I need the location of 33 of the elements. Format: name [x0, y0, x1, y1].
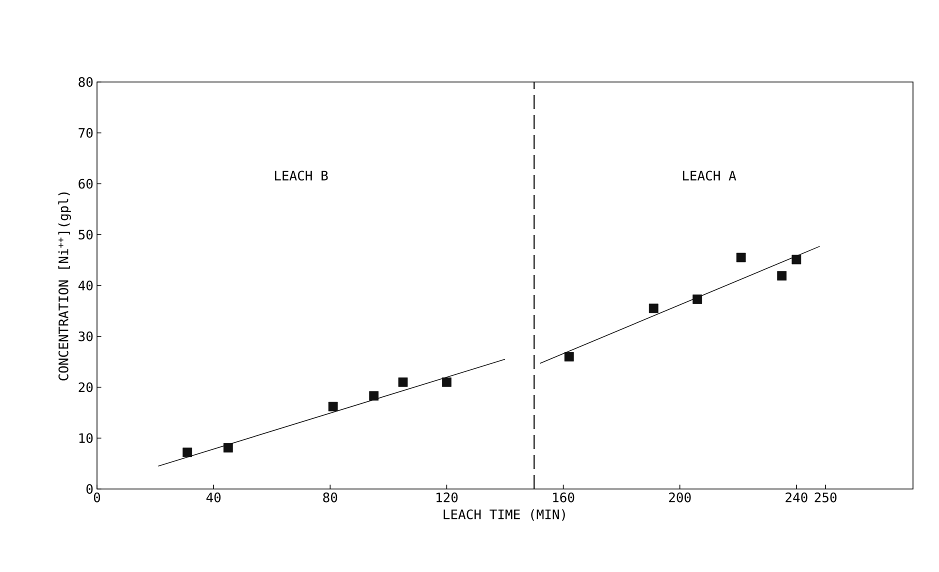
x-tick-label: 40 [206, 492, 221, 502]
point [369, 391, 379, 401]
x-tick-label: 80 [323, 492, 338, 502]
point [648, 304, 658, 314]
point [792, 254, 802, 264]
point [442, 377, 452, 387]
point [398, 377, 408, 387]
y-tick-label: 30 [78, 331, 93, 342]
y-tick-label: 60 [78, 178, 93, 189]
y-axis-title: CONCENTRATION [Ni$^{++}$](gpl) [58, 192, 71, 380]
y-tick-label: 70 [78, 128, 93, 138]
point [223, 443, 233, 452]
x-tick-label: 200 [669, 492, 691, 502]
y-tick-label: 10 [79, 433, 93, 444]
x-tick-label: 160 [553, 492, 574, 502]
x-axis-title: LEACH TIME (MIN) [444, 509, 565, 521]
point [736, 252, 746, 262]
annotation: LEACH A [682, 170, 736, 181]
y-tick-label: 0 [86, 484, 93, 494]
y-tick-label: 40 [78, 280, 93, 290]
annotation: LEACH B [274, 170, 328, 181]
y-tick-label: 20 [78, 382, 93, 392]
x-tick-label: 120 [436, 492, 458, 502]
point [182, 448, 192, 458]
point [328, 402, 338, 412]
y-tick-label: 80 [78, 77, 93, 87]
point [777, 271, 787, 281]
x-tick-label: 250 [814, 492, 836, 502]
x-tick-label: 0 [94, 492, 100, 502]
x-tick-label: 240 [786, 492, 808, 502]
point [564, 352, 574, 362]
y-tick-label: 50 [78, 230, 93, 240]
point [692, 294, 702, 304]
